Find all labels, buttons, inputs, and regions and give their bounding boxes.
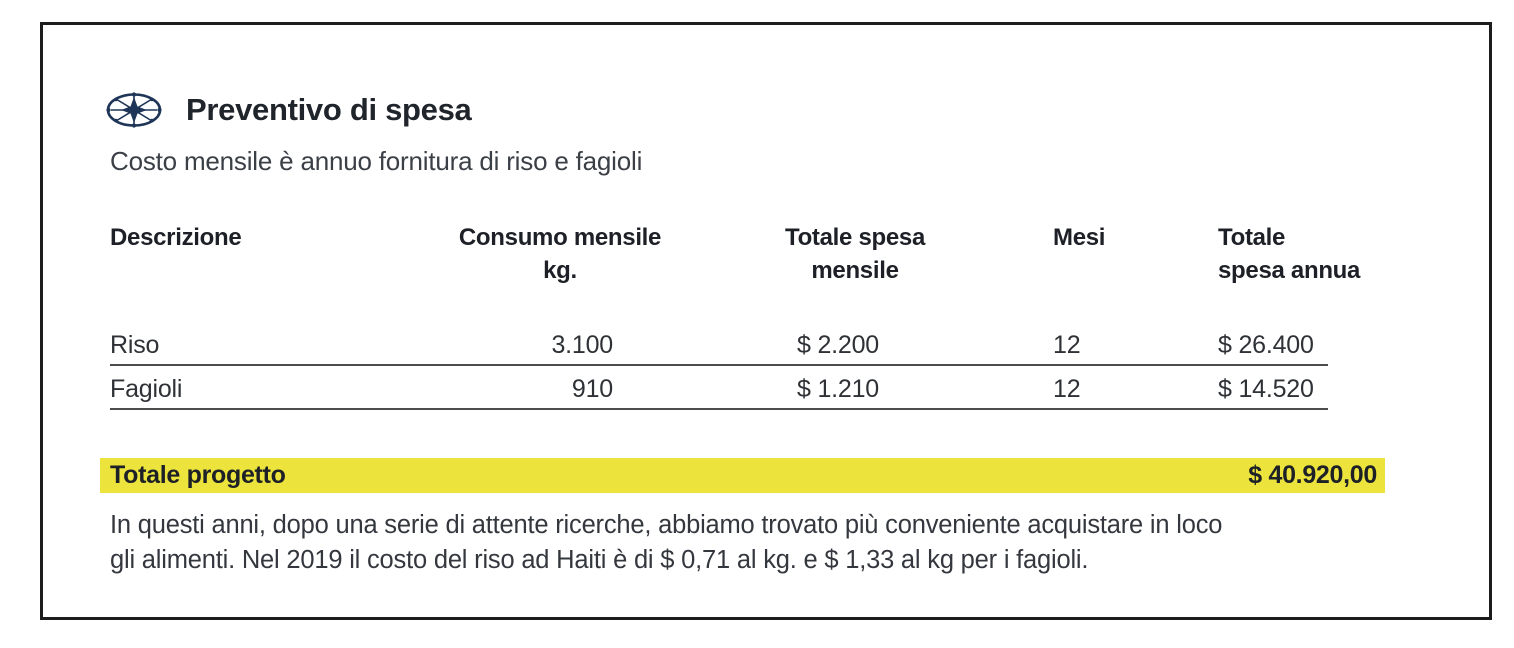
document-frame: Preventivo di spesa Costo mensile è annu… — [40, 22, 1492, 620]
table-body: Riso 3.100 $ 2.200 12 $ 26.400 Fagioli 9… — [110, 287, 1429, 410]
table-row-riso: Riso 3.100 $ 2.200 12 $ 26.400 — [110, 287, 1392, 366]
page-subtitle: Costo mensile è annuo fornitura di riso … — [110, 146, 643, 176]
total-amount: $ 40.920,00 — [1248, 461, 1377, 489]
column-header-totale-spesa-annua: Totale spesa annua — [1218, 224, 1361, 284]
total-highlight-row: Totale progetto $ 40.920,00 — [100, 458, 1385, 493]
cell-mesi: 12 — [1053, 375, 1081, 403]
page-title: Preventivo di spesa — [186, 92, 472, 127]
footnote-paragraph: In questi anni, dopo una serie di attent… — [110, 511, 1223, 574]
cell-descrizione: Riso — [110, 331, 160, 359]
cell-descrizione: Fagioli — [110, 375, 183, 403]
column-header-consumo-mensile: Consumo mensile kg. — [458, 224, 662, 284]
table-header-row: Descrizione Consumo mensile kg. Totale s… — [110, 221, 1392, 287]
cell-totale-spesa-mensile: $ 2.200 — [797, 331, 880, 359]
compass-rose-icon — [106, 92, 162, 128]
column-header-totale-spesa-mensile: Totale spesa mensile — [784, 224, 925, 284]
table-row-fagioli: Fagioli 910 $ 1.210 12 $ 14.520 — [110, 366, 1392, 410]
document-header: Preventivo di spesa — [106, 88, 1429, 132]
cell-mesi: 12 — [1053, 331, 1081, 359]
column-header-mesi: Mesi — [1053, 224, 1106, 251]
cell-consumo-mensile-kg: 3.100 — [551, 331, 613, 359]
cell-totale-spesa-annua: $ 26.400 — [1218, 331, 1314, 359]
cell-totale-spesa-annua: $ 14.520 — [1218, 375, 1314, 403]
total-label: Totale progetto — [110, 461, 286, 489]
cell-totale-spesa-mensile: $ 1.210 — [797, 375, 880, 403]
cell-consumo-mensile-kg: 910 — [571, 375, 613, 403]
column-header-descrizione: Descrizione — [110, 224, 242, 251]
